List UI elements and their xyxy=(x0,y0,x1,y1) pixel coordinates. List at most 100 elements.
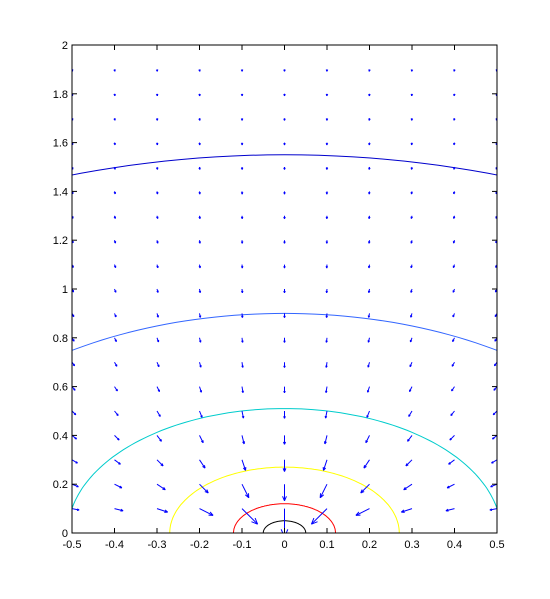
contour-line-3 xyxy=(72,408,497,511)
quiver-arrow-199 xyxy=(113,69,116,72)
quiver-arrow-36 xyxy=(199,435,204,444)
quiver-arrow-145 xyxy=(156,191,159,195)
quiver-arrow-38 xyxy=(282,435,287,445)
quiver-arrow-130 xyxy=(452,240,456,244)
quiver-arrow-163 xyxy=(453,166,456,170)
quiver-arrow-60 xyxy=(283,386,286,394)
quiver-arrow-45 xyxy=(114,410,119,417)
quiver-arrow-158 xyxy=(240,166,244,170)
quiver-arrow-59 xyxy=(241,386,244,393)
x-tick-label: -0.3 xyxy=(148,539,167,551)
quiver-arrow-108 xyxy=(452,288,455,293)
quiver-arrow-189 xyxy=(155,93,159,97)
quiver-arrow-138 xyxy=(325,215,329,219)
quiver-arrow-57 xyxy=(156,386,161,393)
quiver-arrow-26 xyxy=(241,459,247,471)
quiver-arrow-171 xyxy=(325,142,329,146)
quiver-arrow-150 xyxy=(368,191,371,195)
x-tick-label: -0.4 xyxy=(105,539,124,551)
quiver-arrow-124 xyxy=(198,240,201,244)
quiver-arrow-54 xyxy=(492,410,497,416)
quiver-arrow-33 xyxy=(72,435,78,440)
quiver-arrow-147 xyxy=(240,191,244,195)
quiver-arrow-86 xyxy=(452,337,455,343)
x-tick-label: -0.2 xyxy=(190,539,209,551)
quiver-arrow-75 xyxy=(451,361,455,367)
quiver-arrow-190 xyxy=(198,93,201,97)
quiver-arrow-31 xyxy=(448,459,455,465)
quiver-arrow-173 xyxy=(410,142,414,146)
quiver-arrow-80 xyxy=(199,337,202,343)
quiver-arrow-3 xyxy=(199,508,214,516)
quiver-arrow-115 xyxy=(283,264,286,269)
quiver-arrow-19 xyxy=(403,483,413,491)
quiver-arrow-32 xyxy=(491,459,497,464)
quiver-arrow-172 xyxy=(368,142,371,146)
quiver-arrow-65 xyxy=(493,386,497,391)
quiver-arrow-25 xyxy=(199,459,206,469)
quiver-arrow-101 xyxy=(156,288,159,293)
quiver-arrow-141 xyxy=(452,215,456,219)
quiver-arrow-133 xyxy=(113,215,117,219)
quiver-arrow-23 xyxy=(114,459,121,465)
quiver-arrow-90 xyxy=(156,313,159,318)
quiver-arrow-137 xyxy=(283,215,286,219)
quiver-arrow-157 xyxy=(198,166,201,170)
x-tick-label: 0.5 xyxy=(489,539,504,551)
quiver-arrow-92 xyxy=(241,313,244,318)
quiver-arrow-170 xyxy=(283,142,286,146)
quiver-arrow-74 xyxy=(409,362,413,368)
quiver-arrow-206 xyxy=(410,69,414,72)
quiver-arrow-27 xyxy=(282,459,287,472)
quiver-arrow-144 xyxy=(113,191,116,195)
quiver-arrow-117 xyxy=(367,264,371,269)
quiver-arrow-200 xyxy=(155,69,159,72)
quiver-arrow-178 xyxy=(155,118,159,121)
quiver-arrow-18 xyxy=(360,483,370,494)
x-tick-label: 0 xyxy=(281,539,287,551)
quiver-arrow-166 xyxy=(113,142,116,146)
x-tick-label: -0.1 xyxy=(233,539,252,551)
quiver-arrow-122 xyxy=(113,240,117,244)
quiver-arrow-105 xyxy=(325,288,329,294)
quiver-arrow-12 xyxy=(114,483,123,489)
quiver-arrow-126 xyxy=(283,240,286,244)
quiver-arrow-4 xyxy=(241,508,259,525)
y-tick-label: 2 xyxy=(62,40,68,52)
x-tick-label: 0.2 xyxy=(362,539,377,551)
quiver-arrow-58 xyxy=(199,386,203,393)
quiver-arrow-123 xyxy=(156,240,159,244)
x-tick-label: -0.5 xyxy=(63,539,82,551)
quiver-arrow-119 xyxy=(452,264,456,269)
quiver-arrow-180 xyxy=(240,118,244,121)
quiver-arrow-6 xyxy=(310,508,328,525)
quiver-arrow-68 xyxy=(156,362,160,368)
y-tick-label: 1.2 xyxy=(53,235,68,247)
quiver-arrow-52 xyxy=(408,410,413,417)
quiver-arrow-102 xyxy=(198,288,202,293)
quiver-arrow-135 xyxy=(198,215,201,219)
x-tick-label: 0.3 xyxy=(404,539,419,551)
quiver-arrow-100 xyxy=(114,288,117,293)
quiver-arrow-84 xyxy=(367,337,370,343)
quiver-arrow-48 xyxy=(241,410,245,419)
quiver-arrow-14 xyxy=(199,483,209,494)
quiver-arrow-182 xyxy=(325,118,329,121)
quiver-arrow-30 xyxy=(405,459,413,467)
x-tick-label: 0.4 xyxy=(447,539,462,551)
quiver-arrow-159 xyxy=(283,167,286,170)
quiver-arrow-149 xyxy=(325,191,329,195)
quiver-arrow-69 xyxy=(199,362,202,368)
y-tick-label: 0 xyxy=(62,528,68,540)
quiver-arrow-129 xyxy=(410,240,413,244)
quiver-arrow-50 xyxy=(324,410,328,419)
quiver-arrow-20 xyxy=(446,483,455,489)
quiver-arrow-8 xyxy=(401,508,413,513)
quiver-arrow-169 xyxy=(240,142,244,146)
quiver-arrow-89 xyxy=(114,313,117,318)
quiver-arrow-67 xyxy=(114,361,118,367)
y-tick-label: 1.8 xyxy=(53,89,68,101)
quiver-arrow-22 xyxy=(72,459,78,464)
quiver-arrow-7 xyxy=(355,508,370,516)
quiver-arrow-34 xyxy=(114,435,120,441)
